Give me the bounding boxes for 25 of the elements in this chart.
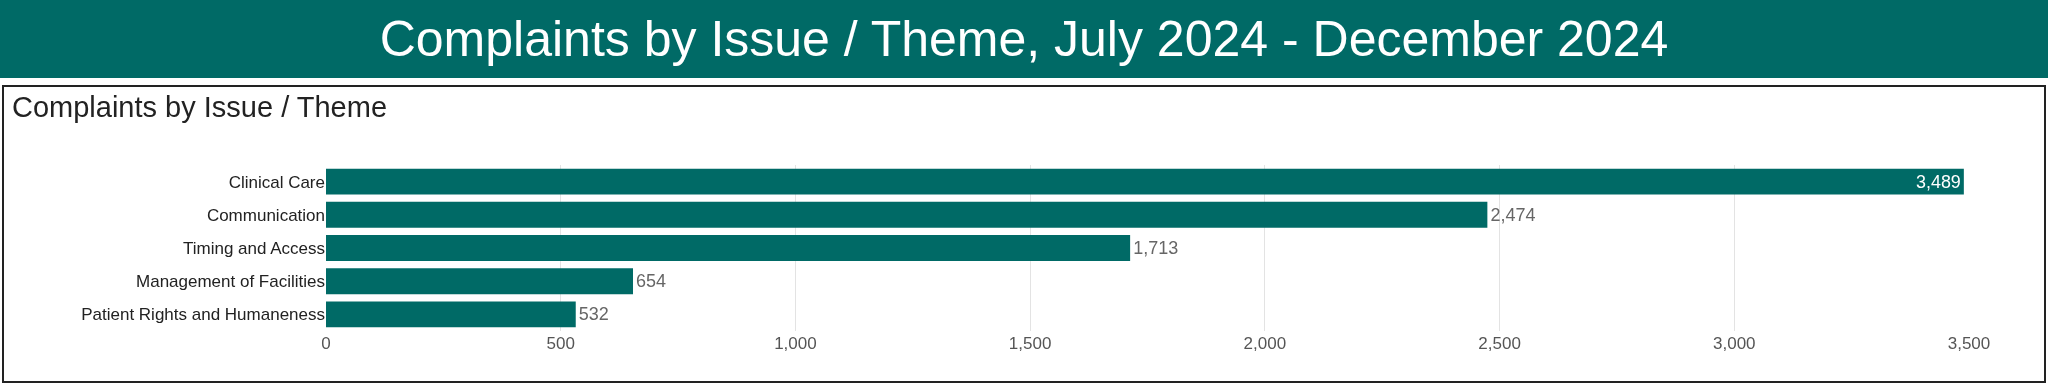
chart-subtitle: Complaints by Issue / Theme (12, 91, 388, 124)
x-tick-label: 2,000 (1243, 334, 1287, 353)
x-tick-label: 500 (546, 334, 575, 353)
x-tick-label: 2,500 (1478, 334, 1521, 353)
x-tick-label: 1,500 (1008, 334, 1052, 353)
x-tick-label: 3,000 (1713, 334, 1756, 353)
bar (326, 201, 1488, 228)
data-label: 532 (578, 304, 609, 325)
data-label: 2,474 (1490, 204, 1536, 225)
x-tick-label: 0 (321, 334, 331, 353)
bar (326, 301, 576, 328)
y-tick-label: Patient Rights and Humaneness (81, 305, 325, 325)
data-label: 654 (636, 271, 667, 292)
y-tick-label: Timing and Access (182, 238, 325, 258)
chart-title: Complaints by Issue / Theme, July 2024 - December 2024 (0, 0, 2048, 78)
data-label: 1,713 (1133, 238, 1179, 258)
bar (326, 235, 1131, 261)
bar (326, 268, 634, 295)
bar (326, 168, 1964, 195)
y-tick-label: Management of Facilities (136, 272, 325, 292)
x-tick-label: 3,500 (1947, 334, 1991, 353)
y-tick-label: Clinical Care (228, 172, 325, 192)
x-tick-label: 1,000 (774, 334, 817, 353)
y-tick-label: Communication (206, 205, 325, 225)
data-label: 3,489 (1916, 171, 1961, 192)
